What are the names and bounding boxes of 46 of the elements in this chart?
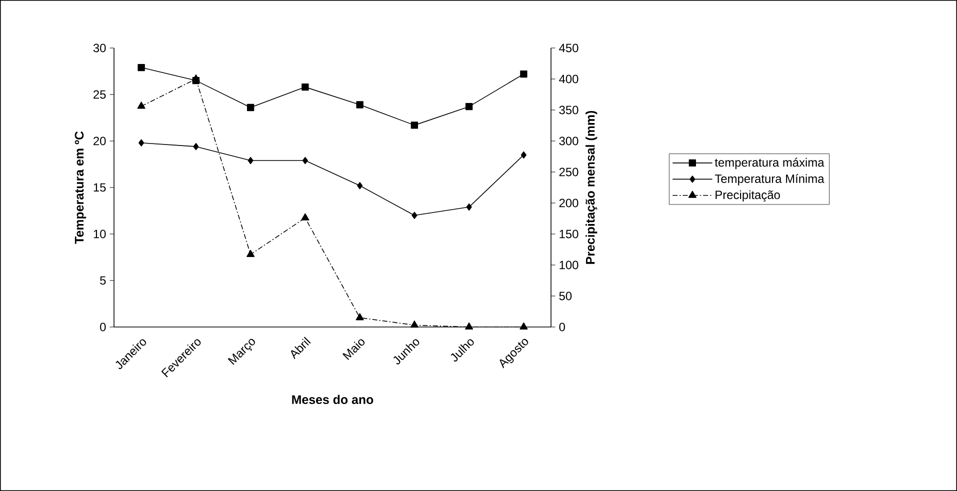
y2-tick-label: 300 <box>559 136 578 146</box>
y2-tick-label: 100 <box>560 260 578 270</box>
y2-tick-label: 450 <box>559 44 578 52</box>
point <box>138 139 144 146</box>
point <box>302 83 309 91</box>
y2-axis-title: Precipitação mensal (mm) <box>586 110 598 264</box>
y-tick-label: 15 <box>94 183 106 192</box>
y-axis-title: Temperatura em ºC <box>74 131 86 244</box>
point <box>356 101 364 108</box>
x-axis-title: Meses do ano <box>292 394 374 404</box>
point <box>412 212 418 219</box>
point <box>465 322 474 330</box>
y2-tick-label: 150 <box>560 230 578 238</box>
point <box>356 313 364 320</box>
y-tick-label: 0 <box>100 322 106 332</box>
point <box>520 151 526 159</box>
point <box>192 74 200 82</box>
y-tick-label: 5 <box>100 276 106 285</box>
point <box>248 156 254 164</box>
y-tick-label: 30 <box>93 44 106 52</box>
point <box>246 104 254 112</box>
point <box>302 156 308 164</box>
point <box>246 250 255 257</box>
point <box>466 203 472 211</box>
legend-label: temperatura máxima <box>714 158 824 170</box>
y2-tick-label: 400 <box>559 74 578 84</box>
point <box>138 64 145 72</box>
legend-label: Temperatura Mínima <box>714 174 824 186</box>
y2-tick-label: 200 <box>559 198 578 208</box>
point <box>301 213 310 220</box>
y-tick-label: 20 <box>94 136 106 146</box>
y2-tick-label: 50 <box>559 292 572 300</box>
point <box>520 322 528 330</box>
point <box>465 103 473 110</box>
legend-label: Precipitação <box>716 190 780 202</box>
y2-tick-label: 250 <box>559 168 578 176</box>
y2-tick-label: 0 <box>559 322 565 332</box>
point <box>520 70 528 78</box>
point <box>410 122 418 129</box>
point <box>357 182 363 190</box>
point <box>193 142 199 150</box>
point <box>410 320 418 328</box>
point <box>137 102 146 109</box>
y-tick-label: 25 <box>94 90 106 99</box>
y-tick-label: 10 <box>94 230 106 238</box>
y2-tick-label: 350 <box>559 106 578 114</box>
